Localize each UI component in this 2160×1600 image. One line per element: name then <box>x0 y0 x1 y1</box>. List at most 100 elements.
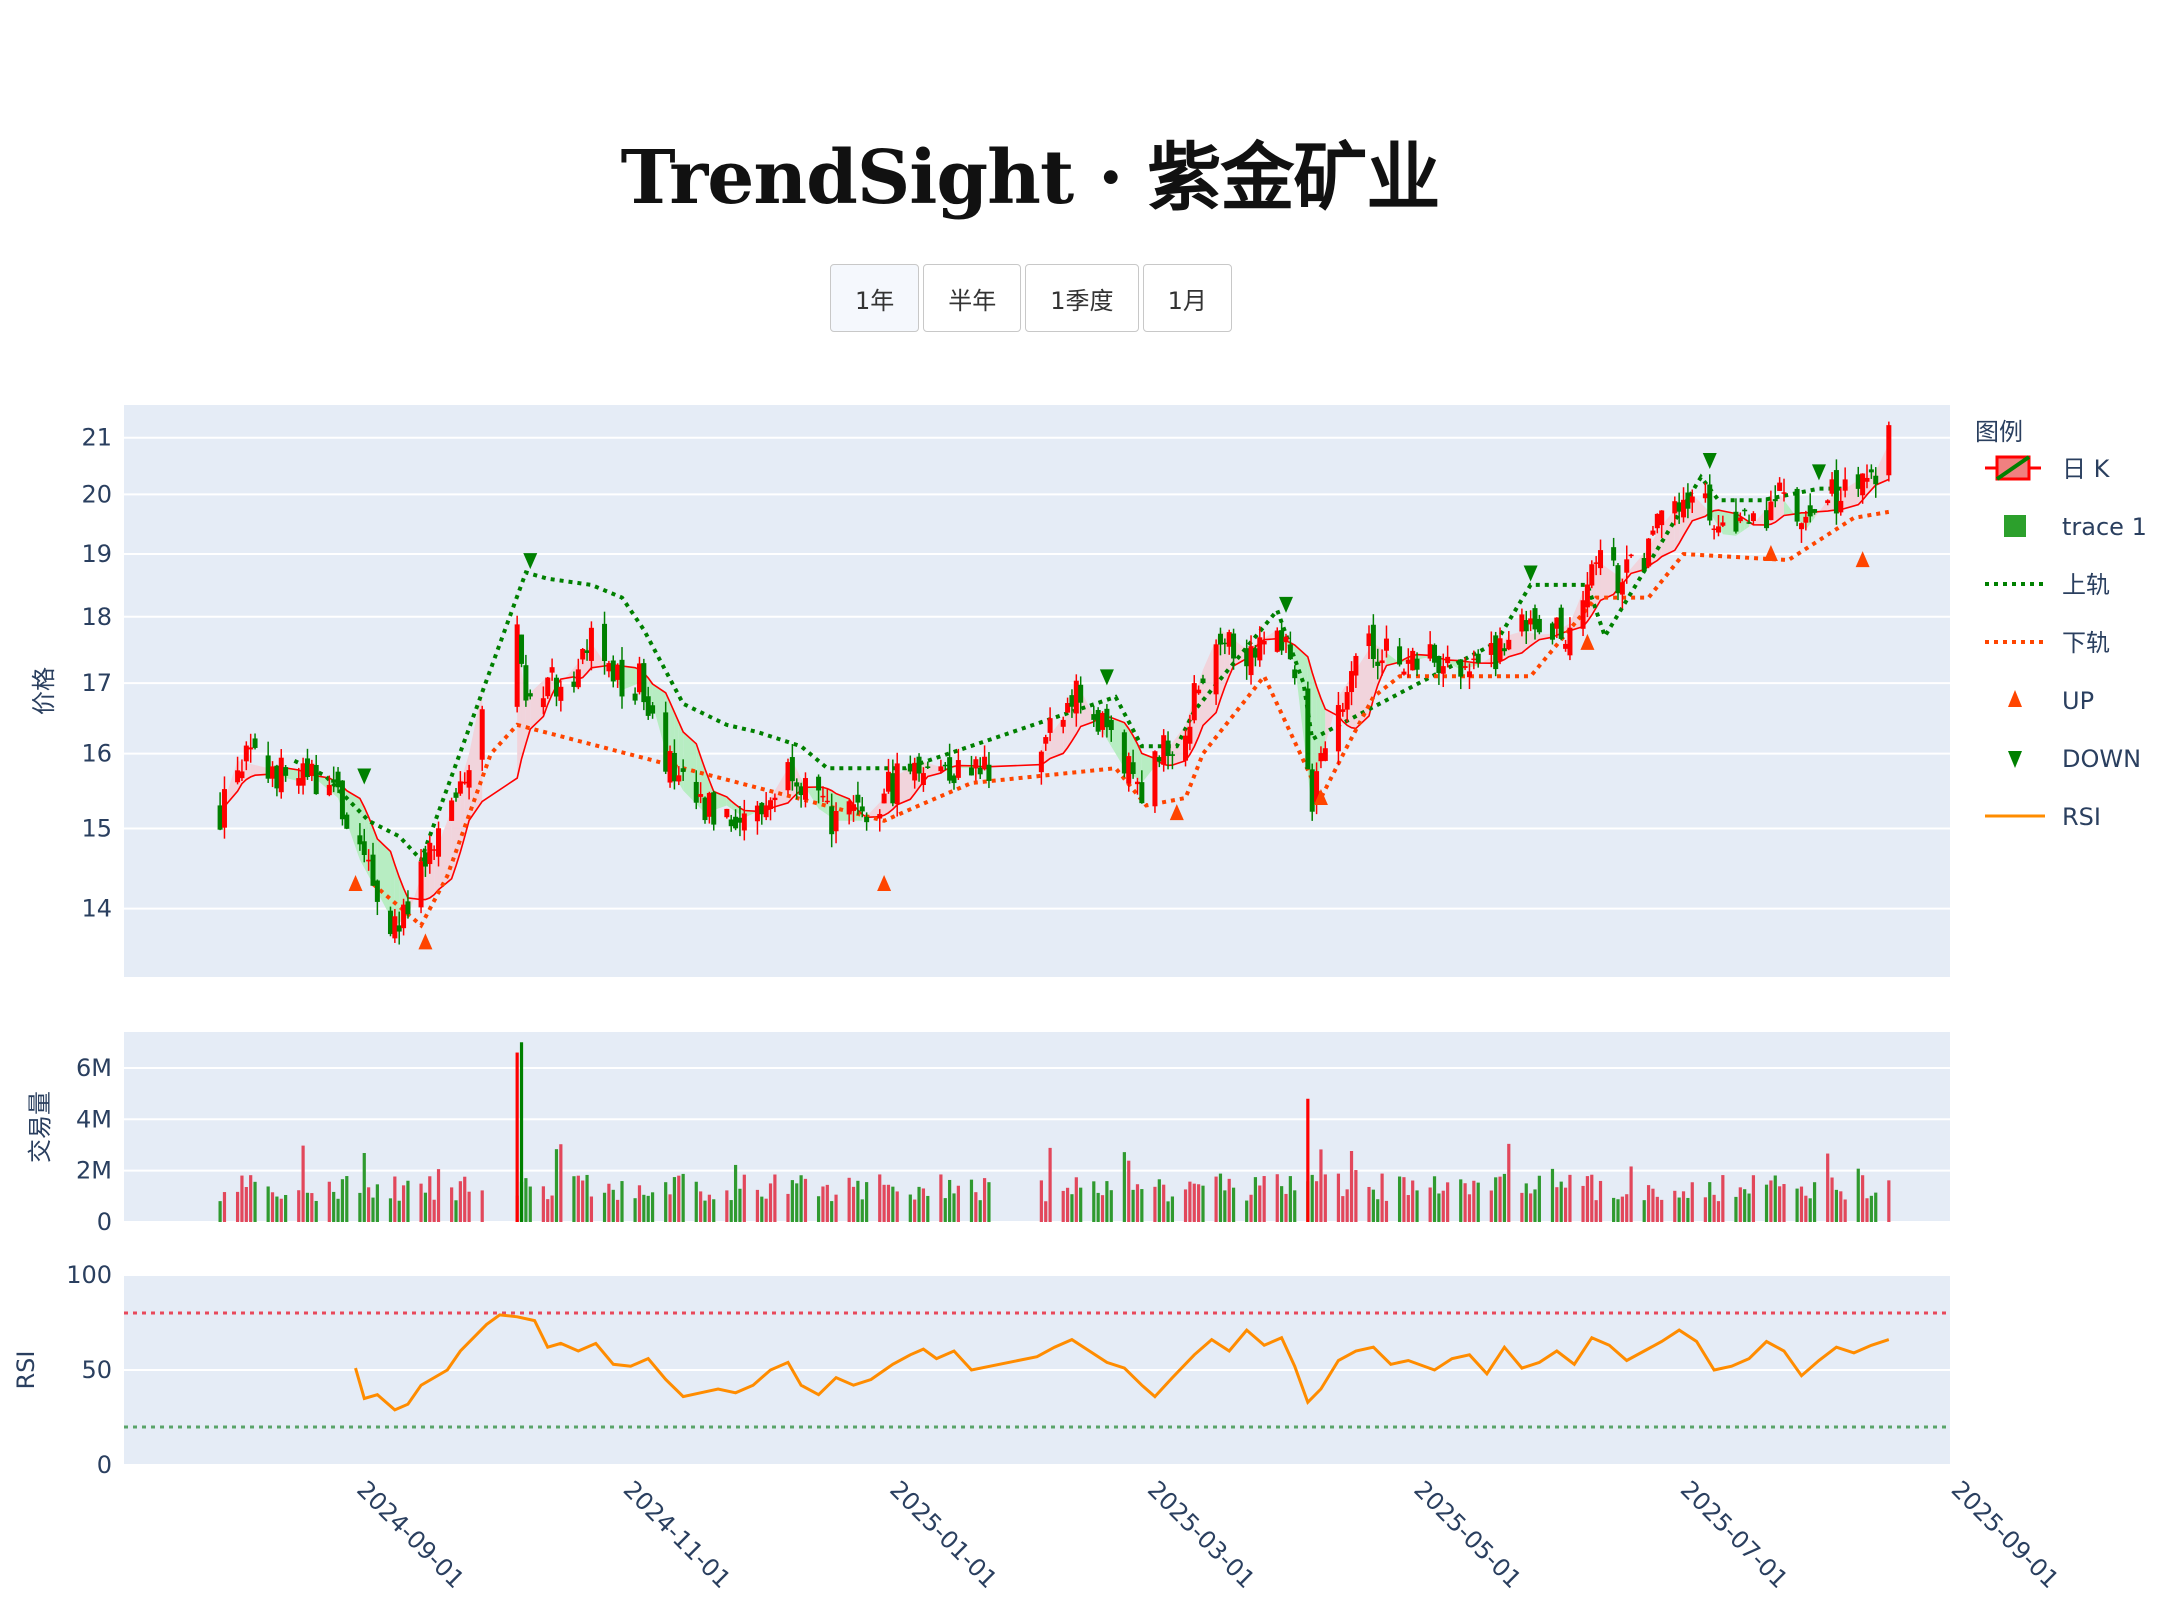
legend-item-3[interactable]: 下轨 <box>1985 629 2110 657</box>
candle-body <box>1488 643 1494 655</box>
candle-body <box>1047 718 1053 733</box>
volume-bar <box>327 1181 331 1222</box>
candle-body <box>1812 509 1818 513</box>
volume-bar <box>554 1149 559 1222</box>
candle-body <box>457 781 463 794</box>
candle-body <box>772 797 778 801</box>
volume-bar <box>1127 1160 1131 1222</box>
legend-item-4[interactable]: UP <box>2008 687 2094 715</box>
x-tick-label: 2024-11-01 <box>618 1475 736 1593</box>
band-fill-segment <box>897 766 911 805</box>
candle-body <box>1196 689 1202 694</box>
volume-bar <box>1218 1173 1223 1222</box>
volume-bar <box>699 1191 703 1222</box>
band-fill-segment <box>591 642 605 668</box>
volume-bar <box>397 1200 401 1222</box>
volume-bar <box>1135 1184 1140 1222</box>
volume-bar <box>616 1199 620 1222</box>
candle-body <box>1065 703 1071 713</box>
volume-bar <box>681 1173 685 1222</box>
volume-bars-layer <box>218 1042 1891 1222</box>
candle-body <box>462 781 468 784</box>
candle-body <box>759 802 765 815</box>
volume-bar <box>1585 1176 1590 1222</box>
candle-body <box>1628 554 1634 557</box>
volume-bar <box>310 1193 314 1222</box>
candle-body <box>366 859 372 862</box>
legend-item-1[interactable]: trace 1 <box>2004 513 2147 541</box>
range-button-0[interactable]: 1年 <box>830 264 920 332</box>
volume-bar <box>1253 1177 1258 1222</box>
volume-bar <box>1861 1175 1865 1222</box>
volume-bar <box>1865 1198 1869 1222</box>
volume-bar <box>1397 1176 1402 1222</box>
legend-item-5[interactable]: DOWN <box>2008 745 2141 773</box>
candle-body <box>1650 530 1656 535</box>
volume-bar <box>249 1175 253 1222</box>
volume-bar <box>1463 1183 1467 1222</box>
volume-bar <box>1188 1181 1192 1222</box>
volume-bar <box>432 1199 436 1222</box>
volume-bar <box>559 1144 563 1222</box>
candle-body <box>680 768 686 772</box>
candle-body <box>1183 735 1189 761</box>
down-signal-marker <box>1279 596 1293 613</box>
volume-bar <box>646 1195 650 1222</box>
candle-body <box>1126 756 1132 784</box>
volume-bar <box>1869 1195 1873 1222</box>
volume-bar <box>1079 1187 1083 1222</box>
volume-bar <box>1048 1147 1052 1222</box>
volume-bar <box>1293 1190 1297 1222</box>
volume-bar <box>1778 1186 1782 1222</box>
range-button-2[interactable]: 1季度 <box>1025 264 1139 332</box>
candle-body <box>527 693 533 697</box>
range-button-3[interactable]: 1月 <box>1142 264 1232 332</box>
volume-bar <box>1380 1173 1384 1222</box>
band-fill-segment <box>1875 443 1889 486</box>
candle-body <box>1104 708 1110 728</box>
volume-bar <box>1581 1185 1585 1222</box>
legend-item-6[interactable]: RSI <box>1985 803 2101 831</box>
candle-body <box>907 763 913 772</box>
volume-bar <box>1673 1190 1677 1222</box>
volume-axis-title: 交易量 <box>26 1091 54 1163</box>
volume-bar <box>1459 1179 1463 1222</box>
legend-item-2[interactable]: 上轨 <box>1985 571 2110 599</box>
volume-bar <box>1170 1196 1175 1222</box>
candle-body <box>304 758 310 777</box>
volume-bar <box>773 1174 777 1222</box>
legend-item-label: DOWN <box>2062 745 2141 773</box>
candle-body <box>1445 656 1451 664</box>
candle-body <box>339 780 345 820</box>
candle-body <box>982 756 988 770</box>
candle-body <box>1829 479 1835 494</box>
volume-bar <box>550 1195 554 1222</box>
volume-bar <box>546 1199 550 1222</box>
rsi-line <box>354 1313 1890 1412</box>
volume-bar <box>969 1179 974 1222</box>
candle-body <box>1318 753 1324 762</box>
candle-body <box>1370 624 1376 660</box>
volume-bar <box>463 1176 467 1222</box>
volume-bar <box>270 1192 275 1222</box>
volume-bar <box>1773 1175 1777 1222</box>
band-fill-segment <box>1569 591 1584 631</box>
candle-body <box>986 764 992 781</box>
legend-item-0[interactable]: 日 K <box>1985 455 2111 483</box>
up-signal-marker <box>877 875 892 892</box>
candle-body <box>313 764 319 795</box>
volume-bar <box>419 1183 423 1222</box>
volume-bar <box>921 1188 926 1222</box>
candle-body <box>1226 632 1232 647</box>
volume-bar <box>974 1192 978 1222</box>
candle-body <box>912 762 918 781</box>
volume-bar <box>1716 1201 1721 1222</box>
price-tick-label: 20 <box>81 480 112 508</box>
candle-body <box>1742 509 1748 512</box>
volume-bar <box>1258 1185 1262 1222</box>
candle-body <box>977 767 983 775</box>
candle-body <box>636 663 642 693</box>
band-fill-segment <box>866 802 880 818</box>
range-button-1[interactable]: 半年 <box>923 264 1022 332</box>
